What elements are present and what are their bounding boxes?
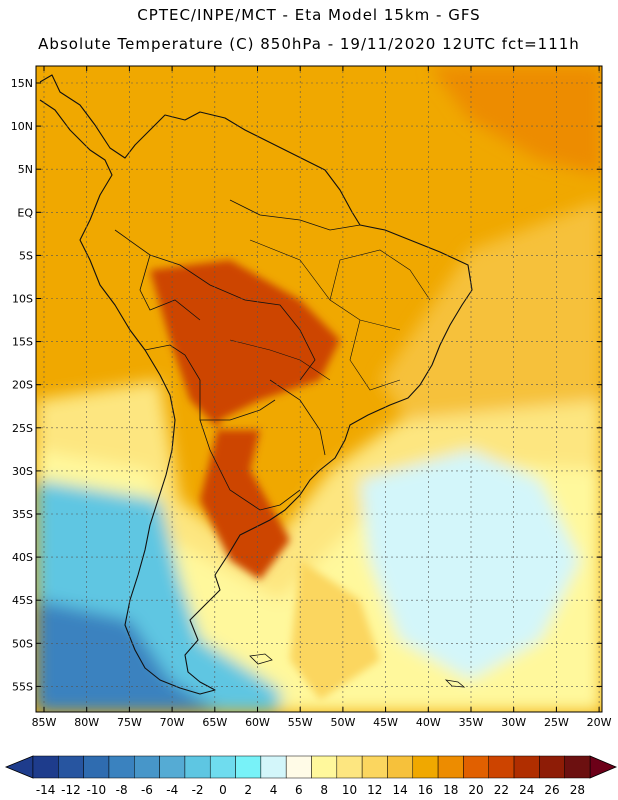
lat-label: 10S [12,293,33,306]
colorbar-label: 6 [295,783,303,797]
lon-label: 60W [245,716,270,729]
colorbar: -14 -12 -10 -8 -6 -4 -2 0 2 4 6 8 10 12 14 16 18 20 22 24 26… [4,755,618,797]
country-borders [114,199,361,511]
lat-label: 20S [12,379,33,392]
colorbar-swatch [412,755,439,779]
colorbar-swatch [387,755,414,779]
lat-label: 15N [11,77,33,90]
lat-label: EQ [17,206,33,219]
colorbar-swatch [437,755,464,779]
colorbar-label: -4 [166,783,178,797]
field-continental-hot [150,260,340,580]
colorbar-swatch [488,755,515,779]
field-warm-north-atlantic [430,66,602,175]
lon-label: 85W [32,716,57,729]
lat-label: 25S [12,422,33,435]
lat-label: 50S [12,637,33,650]
colorbar-label: 20 [468,783,483,797]
colorbar-swatch [32,755,59,779]
colorbar-label: 22 [494,783,509,797]
lon-label: 65W [202,716,227,729]
colorbar-swatch [513,755,540,779]
colorbar-label: 8 [320,783,328,797]
colorbar-label: 14 [392,783,407,797]
colorbar-swatch [83,755,110,779]
colorbar-label: 0 [219,783,227,797]
colorbar-label: -6 [141,783,153,797]
colorbar-label: 12 [367,783,382,797]
lon-label: 25W [544,716,569,729]
colorbar-label: 16 [418,783,433,797]
colorbar-label: 18 [443,783,458,797]
lat-label: 45S [12,594,33,607]
lon-label: 70W [160,716,185,729]
falkland-islands [249,653,273,665]
colorbar-swatch [539,755,565,779]
chart-title-line2: Absolute Temperature (C) 850hPa - 19/11/… [38,35,580,53]
lon-label: 55W [288,716,313,729]
field-southern-cold [36,600,220,712]
colorbar-label: 24 [519,783,534,797]
colorbar-swatch [260,755,287,779]
lon-label: 50W [330,716,355,729]
colorbar-swatch [134,755,160,779]
colorbar-label: 28 [570,783,585,797]
lon-label: 35W [459,716,484,729]
lon-label: 30W [501,716,526,729]
lon-label: 75W [117,716,142,729]
lon-label: 20W [587,716,612,729]
south-america-coastline [39,74,473,695]
colorbar-swatch [361,755,388,779]
map-frame [35,65,603,713]
colorbar-swatch [463,755,489,779]
colorbar-label: 26 [544,783,559,797]
field-cold-pool [360,450,580,680]
south-georgia-island [444,679,466,688]
axis-ticks [36,66,602,712]
colorbar-label: 2 [244,783,252,797]
state-borders [229,239,431,391]
lat-label: 5N [18,163,33,176]
lat-label: 40S [12,551,33,564]
lon-label: 40W [416,716,441,729]
colorbar-swatch [235,755,262,779]
lat-label: 35S [12,508,33,521]
lon-label: 80W [74,716,99,729]
colorbar-swatch [311,755,338,779]
colorbar-swatch [209,755,236,779]
latitude-labels: 15N 10N 5N EQ 5S 10S 15S 20S 25S 30S 35S 40S 45S 50S 5… [11,77,34,693]
colorbar-swatch [285,755,312,779]
chart-title-line1: CPTEC/INPE/MCT - Eta Model 15km - GFS [137,6,481,24]
field-south-atlantic-warm [380,200,602,440]
lon-label: 45W [373,716,398,729]
field-patagonia-mild [290,560,380,700]
longitude-labels: 85W 80W 75W 70W 65W 60W 55W 50W 45W 40W 35W 30W 25W 2… [32,716,612,729]
colorbar-label: -14 [36,783,56,797]
colorbar-swatch [58,755,84,779]
colorbar-label: -10 [86,783,106,797]
graticule [36,66,602,712]
colorbar-label: -12 [61,783,81,797]
colorbar-swatch [336,755,363,779]
lat-label: 5S [19,249,33,262]
colorbar-label: 10 [342,783,357,797]
colorbar-label: -8 [116,783,128,797]
colorbar-min-arrow [4,755,34,779]
lat-label: 10N [11,120,33,133]
colorbar-swatch [564,755,591,779]
temperature-field [36,66,602,712]
colorbar-swatch [108,755,135,779]
colorbar-max-arrow [589,755,618,779]
colorbar-swatch [159,755,186,779]
colorbar-label: 4 [270,783,278,797]
colorbar-swatch [184,755,211,779]
lat-label: 15S [12,336,33,349]
colorbar-label: -2 [192,783,204,797]
lat-label: 55S [12,680,33,693]
lat-label: 30S [12,465,33,478]
